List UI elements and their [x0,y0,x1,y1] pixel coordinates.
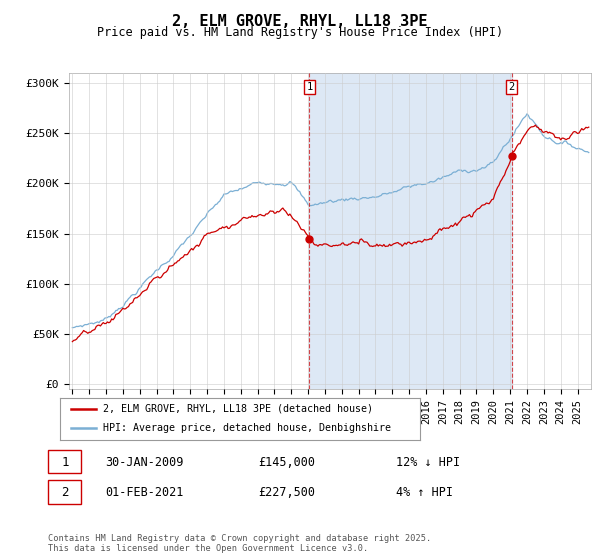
Text: £145,000: £145,000 [258,455,315,469]
Text: 1: 1 [307,82,313,92]
Text: HPI: Average price, detached house, Denbighshire: HPI: Average price, detached house, Denb… [103,423,391,433]
Text: 1: 1 [61,455,68,469]
Text: 01-FEB-2021: 01-FEB-2021 [105,486,184,500]
Text: Price paid vs. HM Land Registry's House Price Index (HPI): Price paid vs. HM Land Registry's House … [97,26,503,39]
Text: 2: 2 [61,486,68,500]
Text: 2, ELM GROVE, RHYL, LL18 3PE: 2, ELM GROVE, RHYL, LL18 3PE [172,14,428,29]
Text: Contains HM Land Registry data © Crown copyright and database right 2025.
This d: Contains HM Land Registry data © Crown c… [48,534,431,553]
Text: 4% ↑ HPI: 4% ↑ HPI [396,486,453,500]
Text: 30-JAN-2009: 30-JAN-2009 [105,455,184,469]
Text: 2, ELM GROVE, RHYL, LL18 3PE (detached house): 2, ELM GROVE, RHYL, LL18 3PE (detached h… [103,404,373,414]
Text: 2: 2 [508,82,515,92]
Text: 12% ↓ HPI: 12% ↓ HPI [396,455,460,469]
Bar [310,73,512,389]
Text: £227,500: £227,500 [258,486,315,500]
